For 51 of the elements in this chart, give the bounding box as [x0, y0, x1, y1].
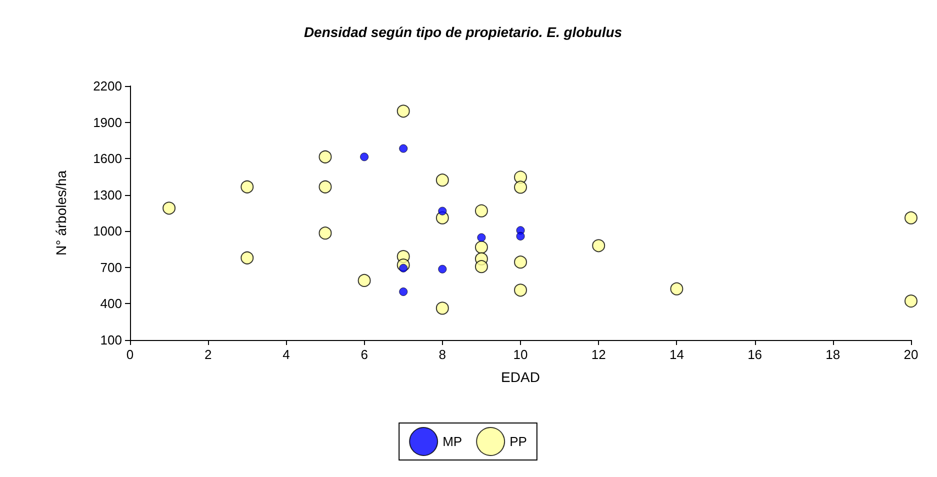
chart-title: Densidad según tipo de propietario. E. globulus: [304, 24, 622, 40]
point: [514, 180, 527, 194]
point: [670, 282, 684, 296]
y-tick-label: 1300: [93, 187, 122, 202]
point: [318, 180, 332, 194]
point: [438, 206, 447, 216]
point: [436, 302, 449, 315]
x-axis-title: EDAD: [501, 369, 540, 385]
y-tick-label: 1600: [93, 151, 122, 166]
point: [904, 294, 918, 308]
point: [436, 174, 449, 187]
point: [516, 232, 525, 240]
point: [240, 180, 254, 194]
y-tick-label: 400: [100, 296, 122, 312]
point: [514, 284, 527, 297]
x-tick-label: 0: [126, 347, 134, 362]
y-tick-label: 100: [100, 332, 122, 348]
x-tick-label: 10: [513, 347, 528, 362]
point: [399, 287, 408, 296]
x-tick-label: 18: [826, 347, 840, 362]
point: [399, 144, 408, 153]
legend-label: PP: [510, 434, 527, 449]
point: [162, 202, 176, 215]
x-tick-label: 12: [591, 347, 606, 362]
point: [474, 204, 488, 218]
x-tick-label: 8: [438, 347, 446, 362]
y-tick-label: 700: [100, 260, 122, 275]
point: [358, 274, 371, 287]
legend-label: MP: [442, 434, 462, 449]
point: [477, 233, 486, 242]
y-axis-title: N° árboles/ha: [53, 170, 69, 256]
x-tick-label: 4: [282, 347, 290, 362]
point: [592, 239, 606, 252]
point: [438, 264, 447, 274]
y-tick-label: 2200: [93, 78, 122, 94]
point: [474, 240, 488, 254]
point: [474, 260, 488, 274]
point: [318, 150, 332, 164]
point: [318, 226, 332, 240]
point: [514, 256, 527, 269]
point: [240, 251, 254, 264]
x-tick-label: 2: [204, 347, 212, 362]
y-tick-label: 1900: [93, 114, 122, 130]
point: [360, 152, 369, 162]
x-tick-label: 14: [669, 347, 684, 362]
x-tick-label: 6: [360, 347, 368, 362]
point: [904, 211, 918, 224]
point: [396, 104, 410, 118]
y-tick-label: 1000: [93, 224, 122, 239]
x-tick-label: 20: [904, 347, 918, 362]
x-tick-label: 16: [748, 347, 762, 362]
